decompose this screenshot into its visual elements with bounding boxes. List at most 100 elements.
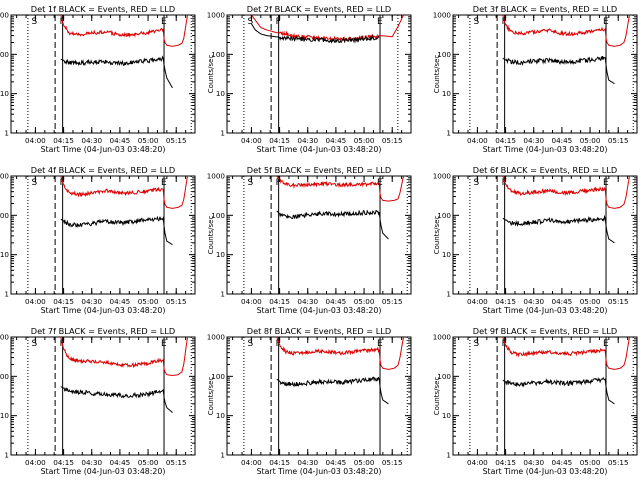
x-tick-label: 04:30 bbox=[297, 297, 318, 306]
plot-frame bbox=[452, 175, 638, 295]
x-tick-label: 04:45 bbox=[326, 297, 347, 306]
x-tick-label: 05:00 bbox=[354, 136, 375, 145]
marker-label-e: E bbox=[377, 339, 383, 349]
plot-frame bbox=[452, 336, 638, 456]
panel-title: Det 3f BLACK = Events, RED = LLD bbox=[473, 4, 617, 14]
x-tick-label: 04:45 bbox=[326, 458, 347, 467]
marker-label-e: E bbox=[603, 339, 609, 349]
marker-label-e: E bbox=[161, 178, 167, 188]
marker-label-f: F bbox=[276, 339, 281, 349]
y-tick-label: 1000 bbox=[0, 333, 9, 342]
panel-det-2: Det 2f BLACK = Events, RED = LLD S F E 1 10 10… bbox=[207, 4, 412, 154]
x-tick-label: 04:45 bbox=[326, 136, 347, 145]
x-tick-label: 05:00 bbox=[580, 458, 601, 467]
y-tick-label: 1 bbox=[220, 290, 225, 299]
x-tick-label: 04:00 bbox=[467, 136, 488, 145]
panel-title: Det 4f BLACK = Events, RED = LLD bbox=[31, 165, 175, 175]
panel-det-9: Det 9f BLACK = Events, RED = LLD S F E 1 10 10… bbox=[433, 326, 638, 476]
lld-series-line bbox=[276, 176, 404, 202]
x-tick-label: 04:30 bbox=[81, 458, 102, 467]
x-axis-label: Start Time (04-Jun-03 03:48:20) bbox=[41, 145, 166, 154]
x-tick-label: 05:15 bbox=[166, 458, 187, 467]
x-tick-label: 04:15 bbox=[495, 297, 516, 306]
y-tick-label: 1 bbox=[446, 451, 451, 460]
lld-series-line bbox=[502, 337, 630, 370]
events-series-line bbox=[502, 214, 615, 244]
x-tick-label: 05:15 bbox=[608, 458, 629, 467]
series-group bbox=[276, 337, 404, 405]
y-tick-label: 100 bbox=[437, 50, 451, 59]
x-axis-label: Start Time (04-Jun-03 03:48:20) bbox=[41, 467, 166, 476]
y-tick-label: 100 bbox=[0, 211, 9, 220]
x-tick-label: 05:15 bbox=[382, 458, 403, 467]
x-tick-label: 05:15 bbox=[166, 297, 187, 306]
events-series-line bbox=[60, 215, 173, 246]
x-tick-label: 04:30 bbox=[81, 297, 102, 306]
y-tick-label: 10 bbox=[0, 250, 9, 259]
marker-label-e: E bbox=[161, 339, 167, 349]
panel-title: Det 7f BLACK = Events, RED = LLD bbox=[31, 326, 175, 336]
x-tick-label: 05:15 bbox=[166, 136, 187, 145]
y-tick-label: 100 bbox=[0, 372, 9, 381]
x-tick-label: 04:00 bbox=[467, 458, 488, 467]
y-axis-label: Counts/sec bbox=[207, 377, 215, 416]
series-group bbox=[60, 176, 188, 246]
panel-det-6: Det 6f BLACK = Events, RED = LLD S F E 1 10 10… bbox=[433, 165, 638, 315]
marker-label-e: E bbox=[377, 178, 383, 188]
y-tick-label: 1000 bbox=[0, 172, 9, 181]
y-tick-label: 1000 bbox=[0, 11, 9, 20]
y-tick-label: 1000 bbox=[207, 172, 226, 181]
y-tick-label: 10 bbox=[216, 89, 226, 98]
x-tick-label: 05:15 bbox=[382, 136, 403, 145]
x-axis-label: Start Time (04-Jun-03 03:48:20) bbox=[483, 467, 608, 476]
y-tick-label: 1000 bbox=[207, 11, 226, 20]
x-axis-label: Start Time (04-Jun-03 03:48:20) bbox=[483, 306, 608, 315]
x-axis-label: Start Time (04-Jun-03 03:48:20) bbox=[41, 306, 166, 315]
x-tick-label: 04:45 bbox=[110, 136, 131, 145]
series-group bbox=[502, 337, 630, 405]
panel-title: Det 6f BLACK = Events, RED = LLD bbox=[473, 165, 617, 175]
series-group bbox=[502, 176, 630, 244]
x-tick-label: 05:15 bbox=[382, 297, 403, 306]
x-axis-label: Start Time (04-Jun-03 03:48:20) bbox=[257, 306, 382, 315]
panel-det-8: Det 8f BLACK = Events, RED = LLD S F E 1 10 10… bbox=[207, 326, 412, 476]
y-tick-label: 100 bbox=[211, 211, 225, 220]
y-tick-label: 10 bbox=[442, 89, 452, 98]
marker-label-s: S bbox=[247, 339, 253, 349]
lld-series-line bbox=[60, 176, 188, 209]
marker-label-s: S bbox=[247, 178, 253, 188]
y-axis-label: Counts/sec bbox=[433, 216, 441, 255]
x-tick-label: 04:45 bbox=[552, 136, 573, 145]
y-tick-label: 100 bbox=[0, 50, 9, 59]
y-tick-label: 1 bbox=[4, 290, 9, 299]
x-axis-label: Start Time (04-Jun-03 03:48:20) bbox=[257, 145, 382, 154]
x-tick-label: 04:15 bbox=[53, 458, 74, 467]
x-tick-label: 04:15 bbox=[495, 458, 516, 467]
y-tick-label: 100 bbox=[211, 372, 225, 381]
events-series-line bbox=[276, 376, 389, 405]
panel-title: Det 1f BLACK = Events, RED = LLD bbox=[31, 4, 175, 14]
panel-title: Det 5f BLACK = Events, RED = LLD bbox=[247, 165, 391, 175]
y-tick-label: 1 bbox=[446, 290, 451, 299]
x-tick-label: 04:30 bbox=[523, 136, 544, 145]
y-tick-label: 10 bbox=[442, 250, 452, 259]
x-tick-label: 05:00 bbox=[580, 136, 601, 145]
x-axis-label: Start Time (04-Jun-03 03:48:20) bbox=[257, 467, 382, 476]
series-group bbox=[250, 15, 404, 44]
marker-label-s: S bbox=[473, 339, 479, 349]
x-tick-label: 04:00 bbox=[467, 297, 488, 306]
x-axis-label: Start Time (04-Jun-03 03:48:20) bbox=[483, 145, 608, 154]
marker-label-s: S bbox=[473, 178, 479, 188]
y-tick-label: 10 bbox=[0, 89, 9, 98]
marker-label-f: F bbox=[276, 17, 281, 27]
marker-label-s: S bbox=[31, 178, 37, 188]
y-tick-label: 1 bbox=[220, 129, 225, 138]
y-tick-label: 10 bbox=[216, 250, 226, 259]
y-axis-label: Counts/sec bbox=[207, 55, 215, 94]
events-series-line bbox=[60, 55, 173, 89]
marker-label-s: S bbox=[31, 339, 37, 349]
x-tick-label: 04:30 bbox=[523, 297, 544, 306]
series-group bbox=[60, 15, 188, 89]
x-tick-label: 04:45 bbox=[552, 458, 573, 467]
x-tick-label: 04:30 bbox=[297, 458, 318, 467]
